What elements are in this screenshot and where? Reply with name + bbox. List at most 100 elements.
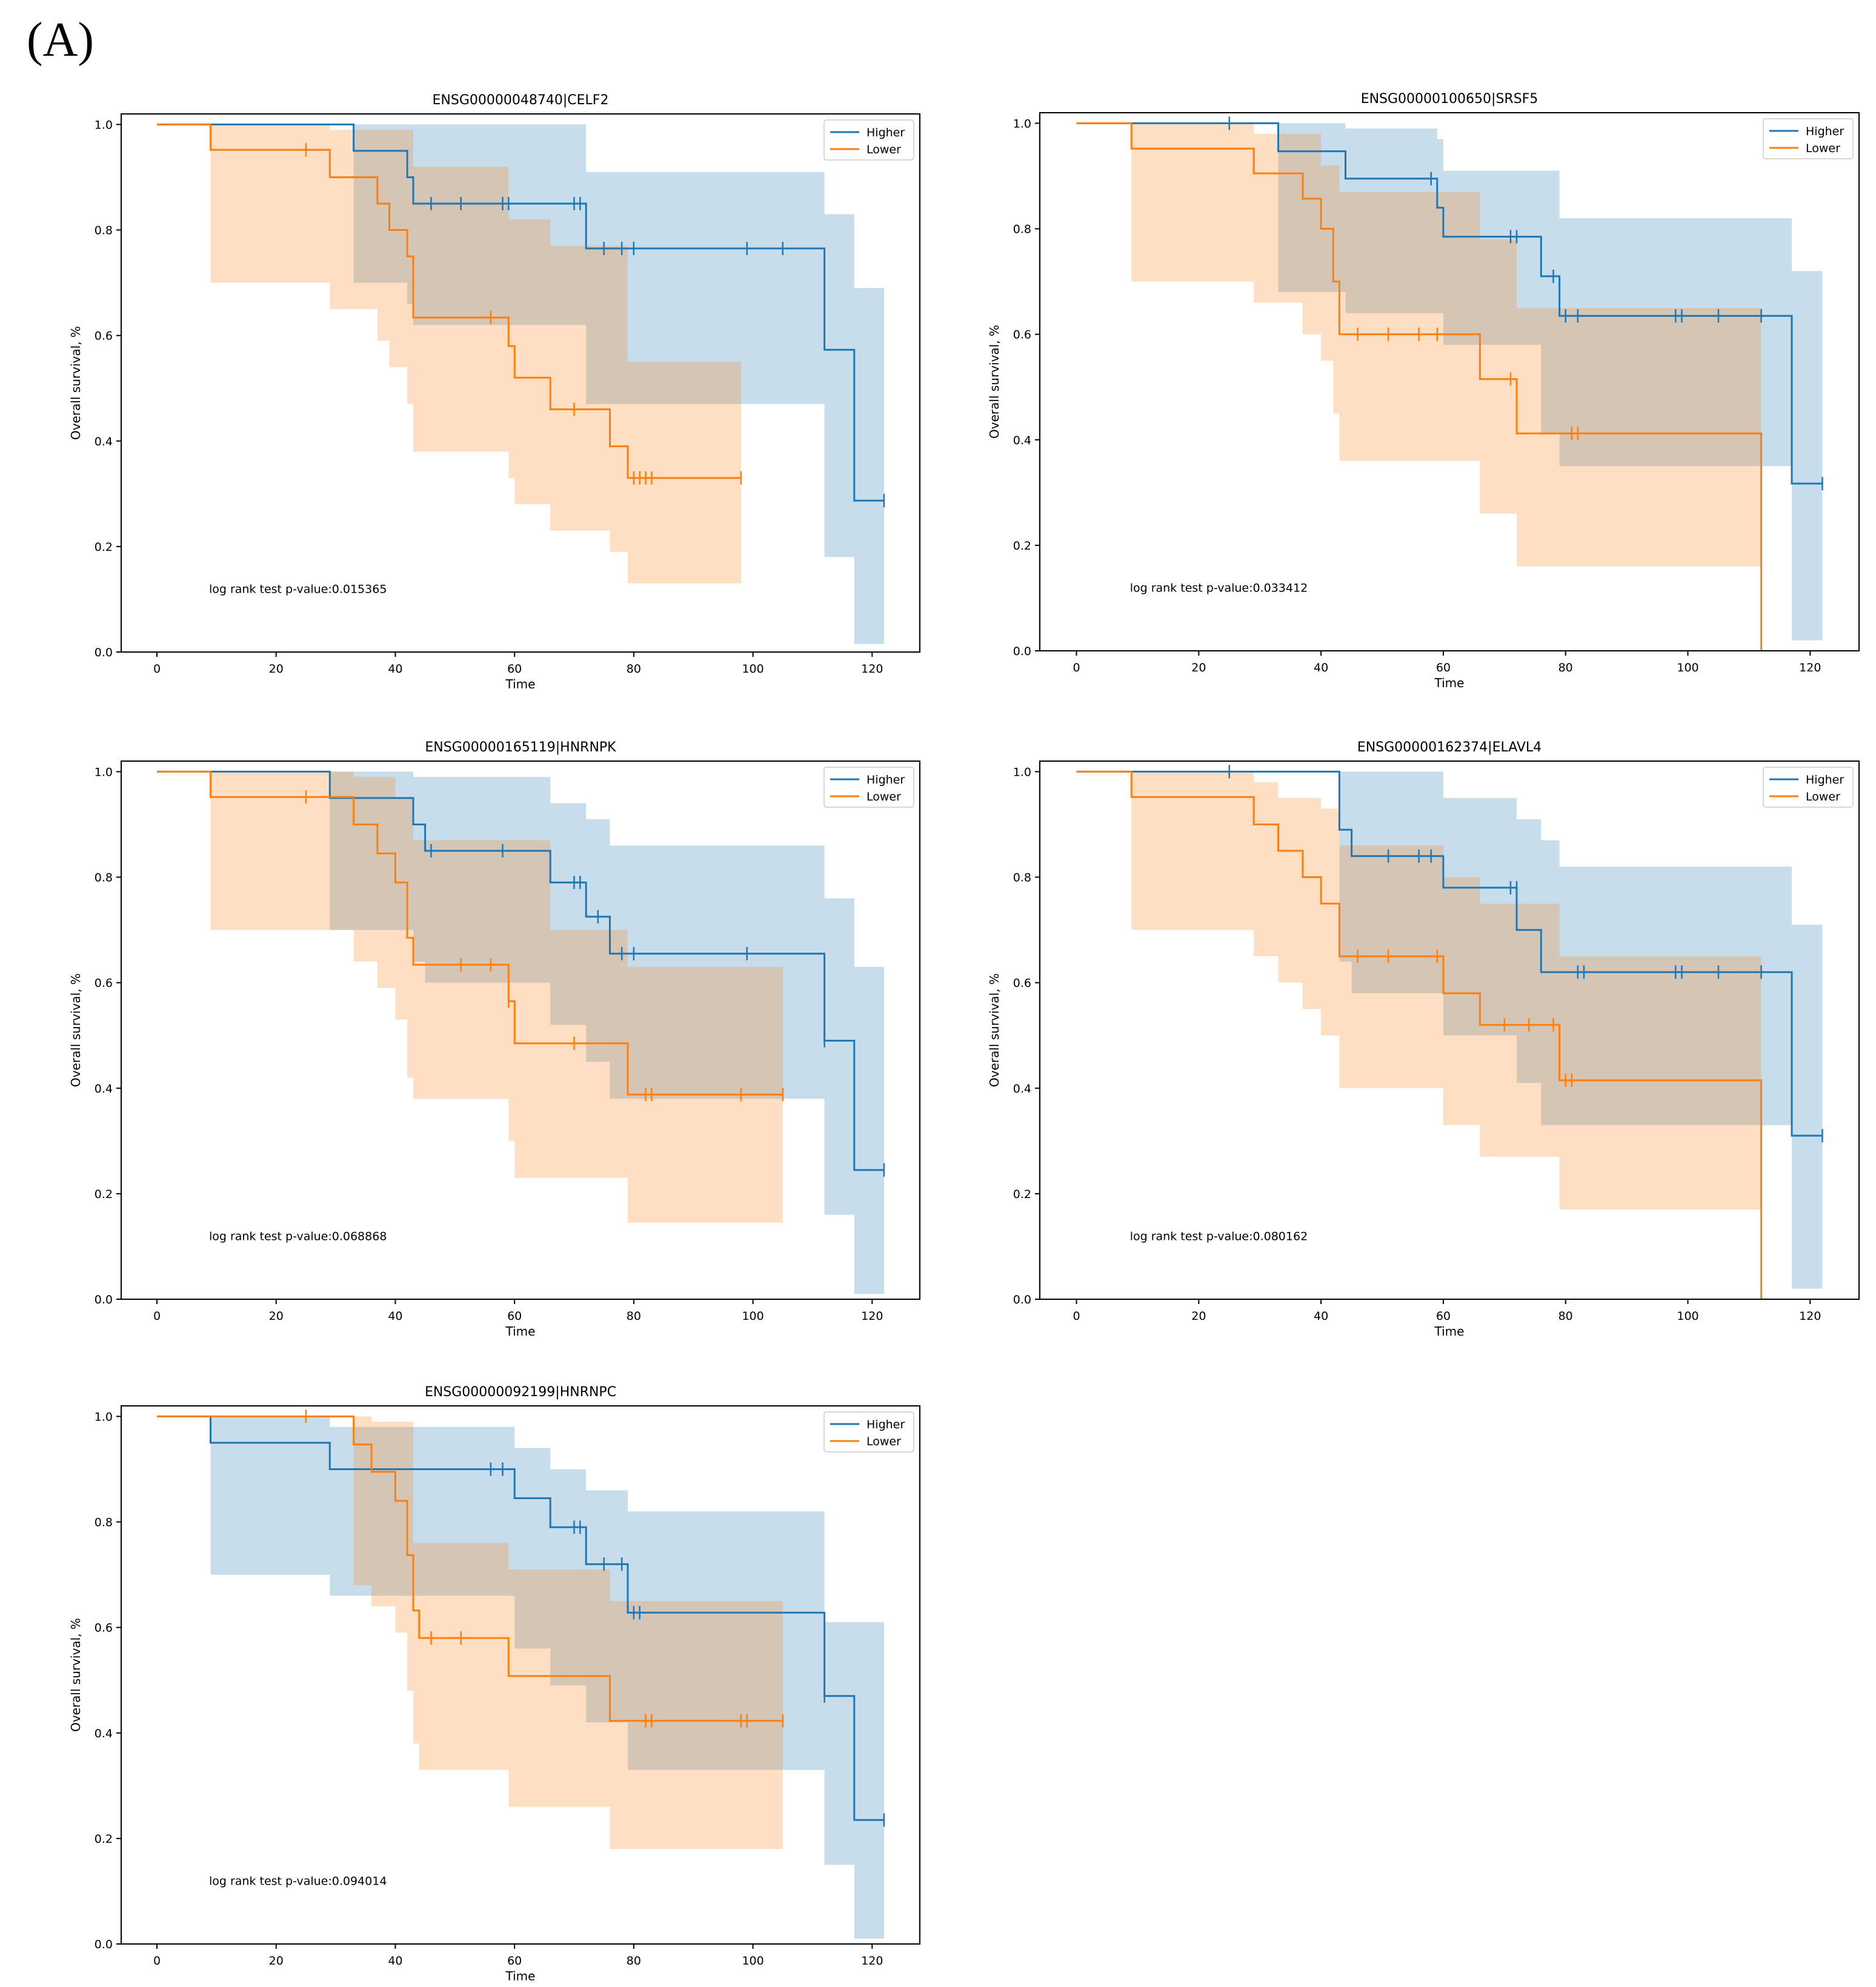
x-tick-label: 60 <box>1436 1310 1451 1323</box>
x-tick-label: 120 <box>861 1310 883 1323</box>
y-axis-label: Overall survival, % <box>987 325 1002 439</box>
x-axis-label: Time <box>1434 1324 1465 1339</box>
y-tick-label: 0.4 <box>1013 1082 1031 1096</box>
x-tick-label: 0 <box>1073 661 1080 674</box>
y-tick-label: 0.0 <box>95 1293 113 1306</box>
x-tick-label: 80 <box>1558 661 1573 674</box>
x-tick-label: 40 <box>388 662 402 676</box>
ci-band-lower <box>210 124 741 584</box>
survival-line-higher <box>1076 770 1823 1137</box>
km-chart-3: ENSG00000165119|HNRNPK 0.0 0.2 0.4 0.6 0.8 1.0… <box>68 740 920 1339</box>
x-axis-label: Time <box>505 1324 536 1339</box>
ci-band-higher <box>210 124 884 644</box>
y-tick-label: 0.8 <box>95 224 113 238</box>
x-tick-label: 20 <box>1191 1310 1206 1323</box>
x-tick-label: 60 <box>507 662 522 676</box>
chart-title: ENSG00000165119|HNRNPK <box>425 740 616 755</box>
chart-title: ENSG00000100650|SRSF5 <box>1361 92 1538 107</box>
ci-band-lower <box>1131 123 1761 567</box>
x-axis-label: Time <box>1434 676 1465 690</box>
y-tick-label: 0.4 <box>1013 434 1031 447</box>
pvalue-annotation: log rank test p-value:0.033412 <box>1130 581 1308 594</box>
panel-label: (A) <box>27 13 95 67</box>
x-tick-label: 0 <box>1073 1310 1080 1323</box>
y-tick-label: 0.0 <box>95 1938 113 1951</box>
y-tick-label: 1.0 <box>95 118 113 131</box>
x-axis-label: Time <box>505 677 536 691</box>
y-tick-label: 1.0 <box>95 765 113 779</box>
x-tick-label: 60 <box>1436 661 1451 674</box>
y-tick-label: 0.2 <box>1013 1188 1031 1201</box>
x-tick-label: 40 <box>388 1954 402 1968</box>
y-tick-label: 0.6 <box>1013 977 1031 990</box>
survival-line-higher <box>157 1415 884 1821</box>
y-tick-label: 0.0 <box>1013 1293 1031 1306</box>
y-tick-label: 1.0 <box>95 1410 113 1423</box>
x-tick-label: 60 <box>507 1954 522 1968</box>
survival-line-lower <box>157 1415 783 1722</box>
y-tick-label: 1.0 <box>1013 765 1031 779</box>
legend-label-higher: Higher <box>1806 773 1844 787</box>
y-tick-label: 0.6 <box>1013 328 1031 342</box>
x-tick-label: 20 <box>1191 661 1206 674</box>
y-axis-label: Overall survival, % <box>68 326 83 440</box>
y-tick-label: 0.6 <box>95 1622 113 1635</box>
y-tick-label: 0.4 <box>95 435 113 448</box>
survival-line-lower <box>1076 122 1763 651</box>
legend-label-lower: Lower <box>866 790 901 804</box>
km-chart-1: ENSG00000048740|CELF2 0.0 0.2 0.4 0.6 0.8 1.0 0… <box>68 93 920 691</box>
x-tick-label: 100 <box>1677 1310 1698 1323</box>
plot-frame <box>1039 112 1860 651</box>
legend-label-higher: Higher <box>1806 125 1844 138</box>
y-tick-label: 1.0 <box>1013 117 1031 130</box>
y-tick-label: 0.8 <box>1013 223 1031 236</box>
y-tick-label: 0.0 <box>1013 645 1031 658</box>
x-tick-label: 20 <box>269 1310 284 1323</box>
x-tick-label: 100 <box>1677 661 1698 674</box>
plot-frame <box>121 761 920 1300</box>
x-tick-label: 100 <box>742 1954 763 1968</box>
y-axis-label: Overall survival, % <box>68 973 83 1087</box>
pvalue-annotation: log rank test p-value:0.094014 <box>209 1874 387 1888</box>
x-tick-label: 80 <box>627 1310 641 1323</box>
x-tick-label: 0 <box>153 662 161 676</box>
plot-frame <box>121 113 920 653</box>
y-tick-label: 0.2 <box>1013 539 1031 553</box>
y-tick-label: 0.8 <box>95 1516 113 1529</box>
legend-label-lower: Lower <box>866 143 901 156</box>
x-tick-label: 100 <box>742 662 763 676</box>
legend-label-lower: Lower <box>1806 790 1840 804</box>
y-axis-label: Overall survival, % <box>987 973 1002 1087</box>
ci-band-higher <box>1131 771 1823 1289</box>
x-axis-label: Time <box>505 1969 536 1983</box>
ci-band-higher <box>210 1416 884 1939</box>
chart-title: ENSG00000048740|CELF2 <box>433 93 609 108</box>
x-tick-label: 40 <box>388 1310 402 1323</box>
survival-line-higher <box>157 123 884 502</box>
y-tick-label: 0.6 <box>95 977 113 990</box>
survival-line-lower <box>157 770 783 1096</box>
y-tick-label: 0.4 <box>95 1082 113 1096</box>
x-tick-label: 80 <box>627 662 641 676</box>
survival-line-lower <box>157 123 741 479</box>
survival-line-lower <box>1076 770 1763 1299</box>
x-tick-label: 120 <box>861 1954 883 1968</box>
x-tick-label: 80 <box>627 1954 641 1968</box>
pvalue-annotation: log rank test p-value:0.015365 <box>209 582 387 596</box>
ci-band-lower <box>353 1416 783 1849</box>
x-tick-label: 20 <box>269 662 284 676</box>
y-axis-label: Overall survival, % <box>68 1618 83 1732</box>
y-tick-label: 0.8 <box>1013 871 1031 885</box>
x-tick-label: 120 <box>1799 1310 1821 1323</box>
x-tick-label: 0 <box>153 1310 161 1323</box>
x-tick-label: 20 <box>269 1954 284 1968</box>
y-tick-label: 0.2 <box>95 541 113 554</box>
x-tick-label: 40 <box>1314 661 1328 674</box>
x-tick-label: 120 <box>861 662 883 676</box>
y-tick-label: 0.2 <box>95 1188 113 1201</box>
y-tick-label: 0.4 <box>95 1727 113 1740</box>
legend-label-lower: Lower <box>866 1435 901 1448</box>
y-tick-label: 0.2 <box>95 1832 113 1846</box>
km-chart-4: ENSG00000162374|ELAVL4 0.0 0.2 0.4 0.6 0.8 1.0… <box>987 740 1860 1339</box>
